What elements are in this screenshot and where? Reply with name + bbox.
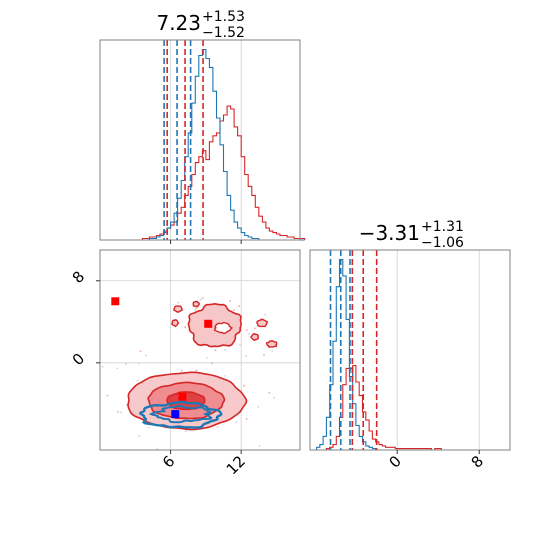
title-value-1: −3.31 [359,221,420,245]
marker-0 [111,297,120,306]
scatter-point [180,369,183,372]
scatter-point [138,362,140,365]
x-tick-label-p0-0: 6 [159,452,178,471]
title-param-0: 7.23 +1.53−1.52 [156,9,244,41]
title-lower-error-1: −1.06 [421,235,464,251]
scatter-point [229,300,232,303]
scatter-point [257,405,260,408]
contour-red-island [192,300,200,308]
scatter-point [245,355,248,357]
scatter-point [238,305,241,308]
scatter-point [239,344,242,346]
scatter-point [263,354,265,356]
scatter-point [273,396,275,399]
scatter-point [224,348,227,351]
scatter-point [145,354,147,357]
hist-red-p0 [100,105,306,241]
scatter-point [106,394,109,397]
contour-red-island [171,318,180,328]
scatter-point [177,301,180,304]
y-tick-label-p1-0: 0 [69,350,88,369]
scatter-point [224,375,226,377]
x-tick-label-p1-0: 0 [386,452,405,471]
scatter-point [117,410,119,413]
y-tick-label-p1-1: 8 [69,267,88,286]
contour-red-island [256,318,268,328]
panel-frame-mid [99,249,301,451]
title-lower-error-0: −1.52 [202,25,245,41]
scatter-point [233,309,235,312]
marker-1 [204,319,213,328]
scatter-point [247,333,250,335]
contour-red-upper [187,302,243,348]
scatter-point [245,329,248,331]
title-value-0: 7.23 [156,11,201,35]
panel-frame-side [309,249,511,451]
title-upper-error-0: +1.53 [202,9,245,25]
scatter-point [201,297,204,299]
panel-frame-top [99,39,301,241]
scatter-point [138,435,141,438]
contour-red-upper-hole [213,321,234,335]
scatter-point [199,298,202,301]
scatter-point [243,384,245,387]
scatter-point [210,362,213,365]
marker-2 [178,392,187,401]
title-upper-error-1: +1.31 [421,219,464,235]
scatter-point [184,326,187,329]
contour-blue-outer [138,400,223,429]
scatter-point [116,367,119,370]
x-tick-label-p1-1: 8 [468,452,487,471]
scatter-point [195,307,198,310]
scatter-point [264,313,266,316]
contour-red-island [249,332,260,342]
contour-red-island [173,305,183,313]
contour-blue-inner [148,404,213,424]
scatter-point [235,421,238,423]
marker-3 [171,410,180,419]
scatter-point [268,392,271,394]
scatter-point [195,369,198,372]
scatter-point [101,365,104,368]
scatter-point [253,327,256,330]
scatter-point [245,417,248,420]
scatter-point [258,445,261,447]
title-param-1: −3.31 +1.31−1.06 [359,219,464,251]
scatter-point [206,357,208,359]
scatter-point [194,309,197,312]
scatter-point [136,379,139,382]
scatter-point [271,349,274,352]
scatter-point [214,349,217,351]
scatter-point [184,430,187,433]
scatter-point [139,350,142,353]
contour-red-island [265,340,278,348]
scatter-point [147,426,150,429]
scatter-point [125,363,127,365]
x-tick-label-p0-1: 12 [223,452,249,478]
scatter-point [120,411,122,414]
scatter-point [216,426,219,429]
